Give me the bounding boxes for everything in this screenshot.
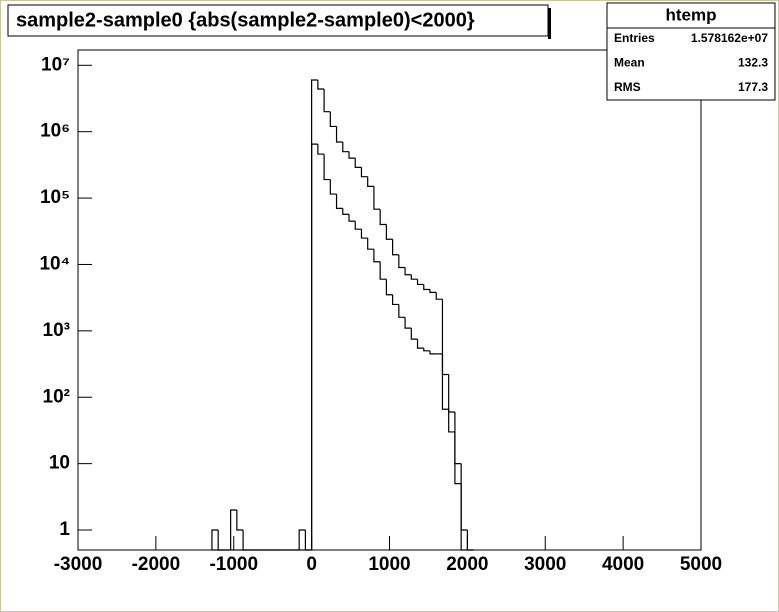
histogram-bin <box>398 304 406 318</box>
histogram-bin <box>435 292 443 300</box>
histograms <box>211 79 474 551</box>
stats-value: 132.3 <box>738 56 768 70</box>
histogram-bin <box>342 141 350 153</box>
histogram-bin <box>348 214 356 222</box>
histogram-bin <box>392 239 399 256</box>
histogram-bin <box>329 111 337 128</box>
histogram-bin <box>360 167 368 178</box>
histogram-bin <box>360 229 368 239</box>
y-tick-label: 10 <box>49 453 70 474</box>
histogram-bin <box>385 224 393 240</box>
histogram-bin <box>416 339 424 349</box>
histogram-bin <box>373 249 381 263</box>
histogram-bin <box>354 221 362 230</box>
plot-frame <box>77 49 702 551</box>
stats-box <box>606 2 776 101</box>
y-tick-label: 10⁵ <box>40 187 70 208</box>
histogram-bin <box>335 126 343 143</box>
title-box <box>7 4 549 37</box>
y-tick-label: 10⁶ <box>40 121 70 142</box>
stats-label: RMS <box>614 80 641 94</box>
histogram-bin <box>379 261 387 280</box>
histogram-bin <box>454 411 462 485</box>
histogram-bin <box>429 350 437 355</box>
histogram-bin <box>311 143 318 550</box>
x-tick-label: 5000 <box>680 554 722 575</box>
x-tick-label: 3000 <box>524 554 566 575</box>
y-tick-label: 10² <box>43 386 70 407</box>
histogram-bin <box>367 176 374 187</box>
x-tick-label: 2000 <box>446 554 488 575</box>
histogram-bin <box>236 510 244 531</box>
histogram-bin <box>230 509 237 550</box>
stats-label: Mean <box>614 56 645 70</box>
x-tick-label: -1000 <box>209 554 258 575</box>
histogram-bin <box>348 151 356 159</box>
histogram-bin <box>385 279 393 296</box>
y-tick-label: 10³ <box>43 320 70 341</box>
x-tick-label: 1000 <box>368 554 410 575</box>
histogram-bin <box>441 353 449 376</box>
histogram-bin <box>441 299 449 410</box>
histogram-bin <box>398 254 406 269</box>
y-tick-label: 1 <box>59 519 70 540</box>
histogram-bin <box>423 284 430 291</box>
histogram-bin <box>404 317 412 329</box>
histogram-bin <box>317 80 325 90</box>
histogram-bin <box>329 179 337 195</box>
histogram-bin <box>354 158 362 168</box>
title-shadow <box>548 8 551 39</box>
histogram-bin <box>410 328 418 340</box>
histogram-bin <box>416 279 424 286</box>
y-tick-label: 10⁷ <box>41 54 70 75</box>
histogram-bin <box>448 374 455 413</box>
histogram-bin <box>373 186 381 210</box>
x-tick-label: -2000 <box>132 554 181 575</box>
stats-title: htemp <box>666 5 717 24</box>
histogram-bin <box>323 154 331 181</box>
stats-value: 177.3 <box>738 80 768 94</box>
x-tick-label: 4000 <box>602 554 644 575</box>
chart-title: sample2-sample0 {abs(sample2-sample0)<20… <box>16 9 475 31</box>
histogram-bin <box>367 238 374 250</box>
stats-value: 1.578162e+07 <box>691 31 768 45</box>
histogram-bin <box>323 88 331 113</box>
histogram-bin <box>460 483 468 551</box>
x-tick-label: -3000 <box>54 554 103 575</box>
histogram-bin <box>404 267 412 276</box>
histogram-bin <box>410 274 418 280</box>
histogram-bin <box>448 409 455 433</box>
histogram-bin <box>317 144 325 155</box>
histogram-bin <box>392 294 399 306</box>
histogram-bin <box>211 529 219 550</box>
histogram-bin <box>379 209 387 226</box>
histogram-bin <box>298 529 306 550</box>
y-tick-label: 10⁴ <box>39 253 70 274</box>
histogram-bin <box>342 208 350 215</box>
histogram-bin <box>423 348 430 352</box>
histogram-bin <box>429 289 437 293</box>
histogram-bin <box>335 194 343 209</box>
x-tick-label: 0 <box>306 554 317 575</box>
stats-label: Entries <box>614 31 655 45</box>
